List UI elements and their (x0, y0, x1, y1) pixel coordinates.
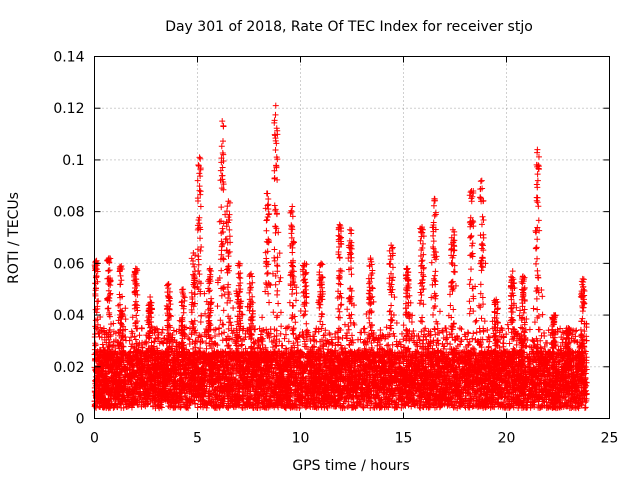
data-point (391, 333, 398, 340)
data-point (136, 332, 143, 339)
grid-layer (94, 56, 610, 419)
data-point (400, 322, 407, 329)
data-point (473, 329, 480, 336)
data-point (583, 337, 590, 344)
data-point (185, 335, 192, 342)
data-point (282, 331, 289, 338)
data-point (279, 342, 286, 349)
data-point (535, 203, 542, 210)
data-point (485, 333, 492, 340)
data-point (444, 340, 451, 347)
data-point (259, 314, 266, 321)
data-point (475, 302, 482, 309)
data-point (559, 339, 566, 346)
data-point (270, 309, 277, 316)
data-point (285, 338, 292, 345)
data-point (214, 303, 221, 310)
data-point (458, 338, 465, 345)
data-point (559, 329, 566, 336)
data-point (377, 326, 384, 333)
data-point (216, 325, 223, 332)
data-point (530, 305, 537, 312)
data-point (275, 300, 282, 307)
data-point (286, 299, 293, 306)
data-point (417, 317, 424, 324)
data-point (481, 318, 488, 325)
data-point (458, 326, 465, 333)
data-point (408, 319, 415, 326)
data-point (436, 308, 443, 315)
data-point (160, 335, 167, 342)
data-point (278, 323, 285, 330)
data-point (517, 324, 524, 331)
data-point (577, 326, 584, 333)
data-point (196, 271, 203, 278)
data-point (216, 331, 223, 338)
data-point (271, 246, 278, 253)
data-point (582, 404, 589, 411)
data-point (400, 336, 407, 343)
data-point (269, 344, 276, 351)
data-point (383, 342, 390, 349)
data-point (281, 335, 288, 342)
data-point (416, 300, 423, 307)
data-point (581, 404, 588, 411)
data-point (170, 327, 177, 334)
data-point (504, 321, 511, 328)
data-point (341, 321, 348, 328)
data-points (91, 102, 590, 412)
data-point (456, 325, 463, 332)
data-point (344, 403, 351, 410)
data-point (529, 337, 536, 344)
data-point (539, 311, 546, 318)
data-point (122, 305, 129, 312)
chart-title: Day 301 of 2018, Rate Of TEC Index for r… (165, 19, 533, 35)
data-point (573, 327, 580, 334)
